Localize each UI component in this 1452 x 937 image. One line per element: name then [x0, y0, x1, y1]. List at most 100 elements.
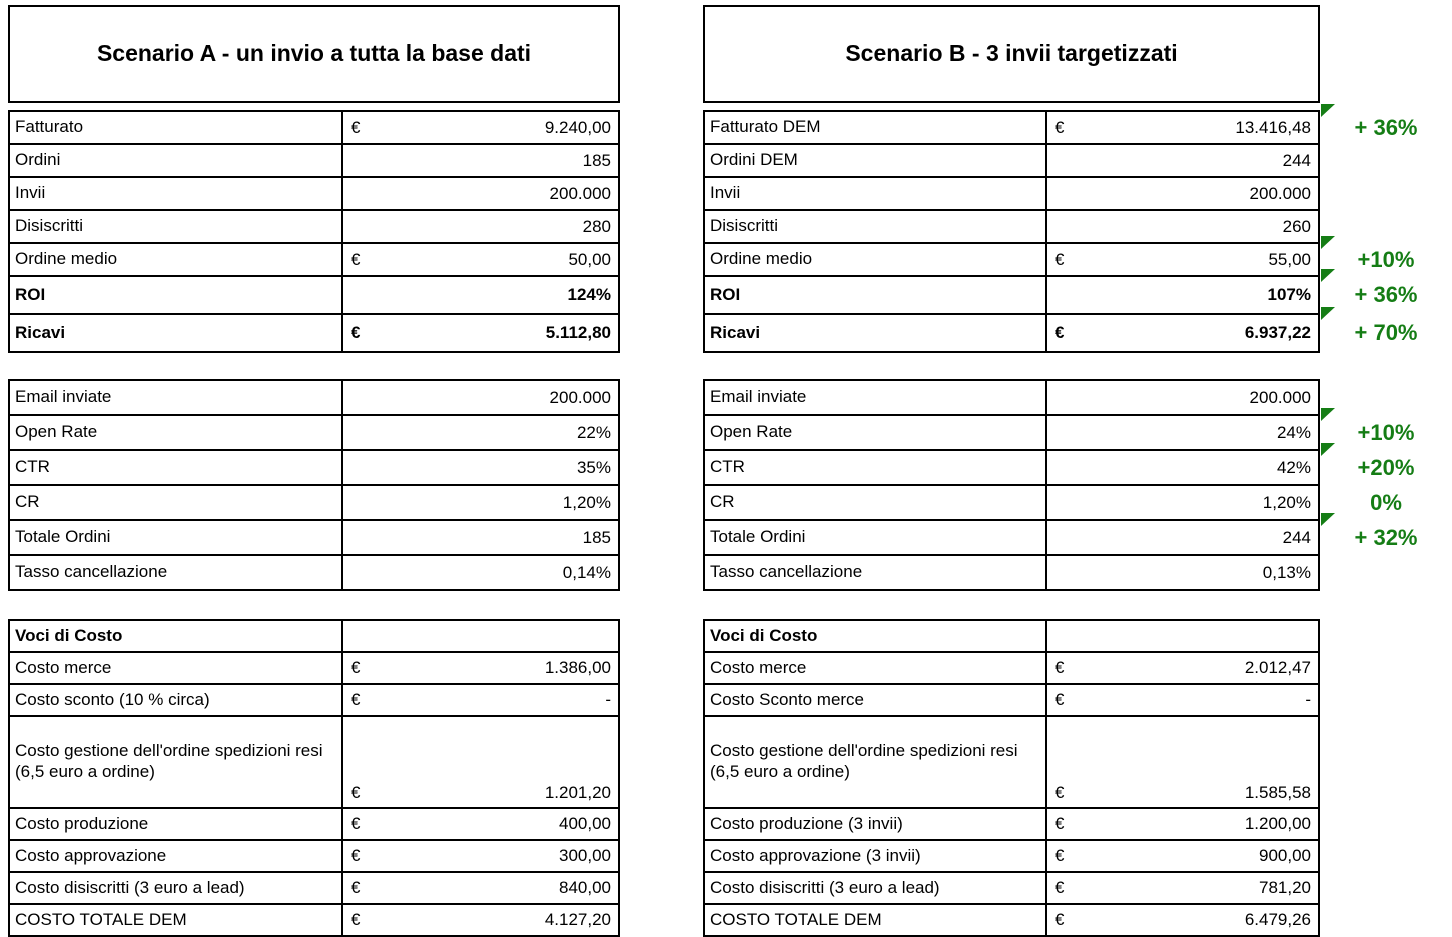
- cell-value[interactable]: 35%: [341, 451, 618, 484]
- cell-label[interactable]: Invii: [10, 178, 341, 209]
- cell-label[interactable]: Costo sconto (10 % circa): [10, 685, 341, 715]
- cell-label[interactable]: CR: [705, 486, 1045, 519]
- cell-label[interactable]: Voci di Costo: [705, 621, 1045, 651]
- cell-label[interactable]: Email inviate: [10, 381, 341, 414]
- cell-label[interactable]: Ricavi: [10, 315, 341, 351]
- cell-value[interactable]: €1.201,20: [341, 717, 618, 807]
- cell-label[interactable]: Voci di Costo: [10, 621, 341, 651]
- cell-value[interactable]: €1.386,00: [341, 653, 618, 683]
- cell-value[interactable]: €50,00: [341, 244, 618, 275]
- cell-label[interactable]: Invii: [705, 178, 1045, 209]
- cell-label[interactable]: Tasso cancellazione: [10, 556, 341, 589]
- currency-symbol: €: [351, 783, 361, 802]
- table-row: Costo merce €1.386,00: [10, 651, 618, 683]
- cell-value[interactable]: €840,00: [341, 873, 618, 903]
- cell-value[interactable]: 24%: [1045, 416, 1318, 449]
- cell-value[interactable]: €9.240,00: [341, 112, 618, 143]
- cell-label[interactable]: Costo merce: [705, 653, 1045, 683]
- cell-value[interactable]: 280: [341, 211, 618, 242]
- cell-label[interactable]: Ordini: [10, 145, 341, 176]
- currency-symbol: €: [351, 910, 361, 929]
- cell-value[interactable]: €2.012,47: [1045, 653, 1318, 683]
- cell-label[interactable]: Costo merce: [10, 653, 341, 683]
- cell-label[interactable]: Tasso cancellazione: [705, 556, 1045, 589]
- cell-label[interactable]: Costo gestione dell'ordine spedizioni re…: [10, 717, 341, 807]
- cell-value[interactable]: 0,13%: [1045, 556, 1318, 589]
- cell-value[interactable]: €900,00: [1045, 841, 1318, 871]
- cell-value[interactable]: €400,00: [341, 809, 618, 839]
- cell-label[interactable]: Fatturato: [10, 112, 341, 143]
- cell-label[interactable]: Disiscritti: [10, 211, 341, 242]
- cell-label[interactable]: CR: [10, 486, 341, 519]
- cell-label[interactable]: Costo disiscritti (3 euro a lead): [705, 873, 1045, 903]
- cell-label[interactable]: COSTO TOTALE DEM: [10, 905, 341, 935]
- cell-value[interactable]: 185: [341, 521, 618, 554]
- cell-label[interactable]: Open Rate: [705, 416, 1045, 449]
- cell-label[interactable]: Costo Sconto merce: [705, 685, 1045, 715]
- delta-percentage: +10%: [1357, 419, 1415, 445]
- cell-value[interactable]: €300,00: [341, 841, 618, 871]
- cell-value[interactable]: 200.000: [341, 381, 618, 414]
- cell-value[interactable]: 0,14%: [341, 556, 618, 589]
- cell-label-text: Ordine medio: [710, 249, 813, 269]
- cell-value[interactable]: €6.479,26: [1045, 905, 1318, 935]
- cell-value[interactable]: €1.200,00: [1045, 809, 1318, 839]
- cell-label[interactable]: Ricavi: [705, 315, 1045, 351]
- cell-label[interactable]: Email inviate: [705, 381, 1045, 414]
- cell-label[interactable]: CTR: [10, 451, 341, 484]
- cell-label[interactable]: Ordine medio: [705, 244, 1045, 275]
- cell-value[interactable]: [1045, 621, 1318, 651]
- currency-symbol: €: [351, 814, 361, 833]
- table-row: Fatturato €9.240,00: [10, 112, 618, 143]
- cell-label[interactable]: ROI: [705, 277, 1045, 313]
- cell-value[interactable]: 244: [1045, 145, 1318, 176]
- cell-label[interactable]: Fatturato DEM: [705, 112, 1045, 143]
- cell-label[interactable]: CTR: [705, 451, 1045, 484]
- cell-label-text: Costo produzione: [15, 813, 149, 833]
- scenario-a-panel: Scenario A - un invio a tutta la base da…: [8, 5, 620, 937]
- cell-label-text: Totale Ordini: [710, 527, 806, 547]
- cell-value[interactable]: €13.416,48: [1045, 112, 1318, 143]
- cell-value[interactable]: 1,20%: [1045, 486, 1318, 519]
- cell-label[interactable]: Costo produzione: [10, 809, 341, 839]
- cell-label[interactable]: Totale Ordini: [705, 521, 1045, 554]
- cell-label[interactable]: Costo gestione dell'ordine spedizioni re…: [705, 717, 1045, 807]
- cell-label[interactable]: Costo approvazione (3 invii): [705, 841, 1045, 871]
- cell-value[interactable]: 200.000: [1045, 381, 1318, 414]
- cell-label[interactable]: Ordini DEM: [705, 145, 1045, 176]
- cell-label[interactable]: Disiscritti: [705, 211, 1045, 242]
- cell-value[interactable]: €55,00: [1045, 244, 1318, 275]
- cell-value[interactable]: 260: [1045, 211, 1318, 242]
- cell-value[interactable]: 124%: [341, 277, 618, 313]
- scenario-a-title-box[interactable]: Scenario A - un invio a tutta la base da…: [8, 5, 620, 103]
- cell-value[interactable]: [341, 621, 618, 651]
- cell-value[interactable]: 185: [341, 145, 618, 176]
- cell-value[interactable]: €4.127,20: [341, 905, 618, 935]
- cell-label[interactable]: Costo disiscritti (3 euro a lead): [10, 873, 341, 903]
- cell-value[interactable]: 200.000: [341, 178, 618, 209]
- cell-label[interactable]: Ordine medio: [10, 244, 341, 275]
- cell-value[interactable]: €6.937,22: [1045, 315, 1318, 351]
- cell-value[interactable]: €5.112,80: [341, 315, 618, 351]
- currency-symbol: €: [1055, 910, 1065, 929]
- cell-value[interactable]: 244: [1045, 521, 1318, 554]
- scenario-b-title-box[interactable]: Scenario B - 3 invii targetizzati: [703, 5, 1320, 103]
- cell-label[interactable]: Costo approvazione: [10, 841, 341, 871]
- cell-label[interactable]: Costo produzione (3 invii): [705, 809, 1045, 839]
- table-row: Tasso cancellazione 0,14%: [10, 554, 618, 589]
- cell-number: 0,14%: [562, 562, 611, 582]
- cell-label[interactable]: Open Rate: [10, 416, 341, 449]
- cell-value[interactable]: €781,20: [1045, 873, 1318, 903]
- cell-value[interactable]: €1.585,58: [1045, 717, 1318, 807]
- cell-value[interactable]: € -: [1045, 685, 1318, 715]
- cell-label[interactable]: ROI: [10, 277, 341, 313]
- cell-value[interactable]: € -: [341, 685, 618, 715]
- cell-value[interactable]: 42%: [1045, 451, 1318, 484]
- cell-value[interactable]: 1,20%: [341, 486, 618, 519]
- cell-value[interactable]: 22%: [341, 416, 618, 449]
- cell-label[interactable]: Totale Ordini: [10, 521, 341, 554]
- cell-label[interactable]: COSTO TOTALE DEM: [705, 905, 1045, 935]
- cell-label-text: Costo gestione dell'ordine spedizioni re…: [15, 741, 323, 781]
- cell-value[interactable]: 107%: [1045, 277, 1318, 313]
- cell-value[interactable]: 200.000: [1045, 178, 1318, 209]
